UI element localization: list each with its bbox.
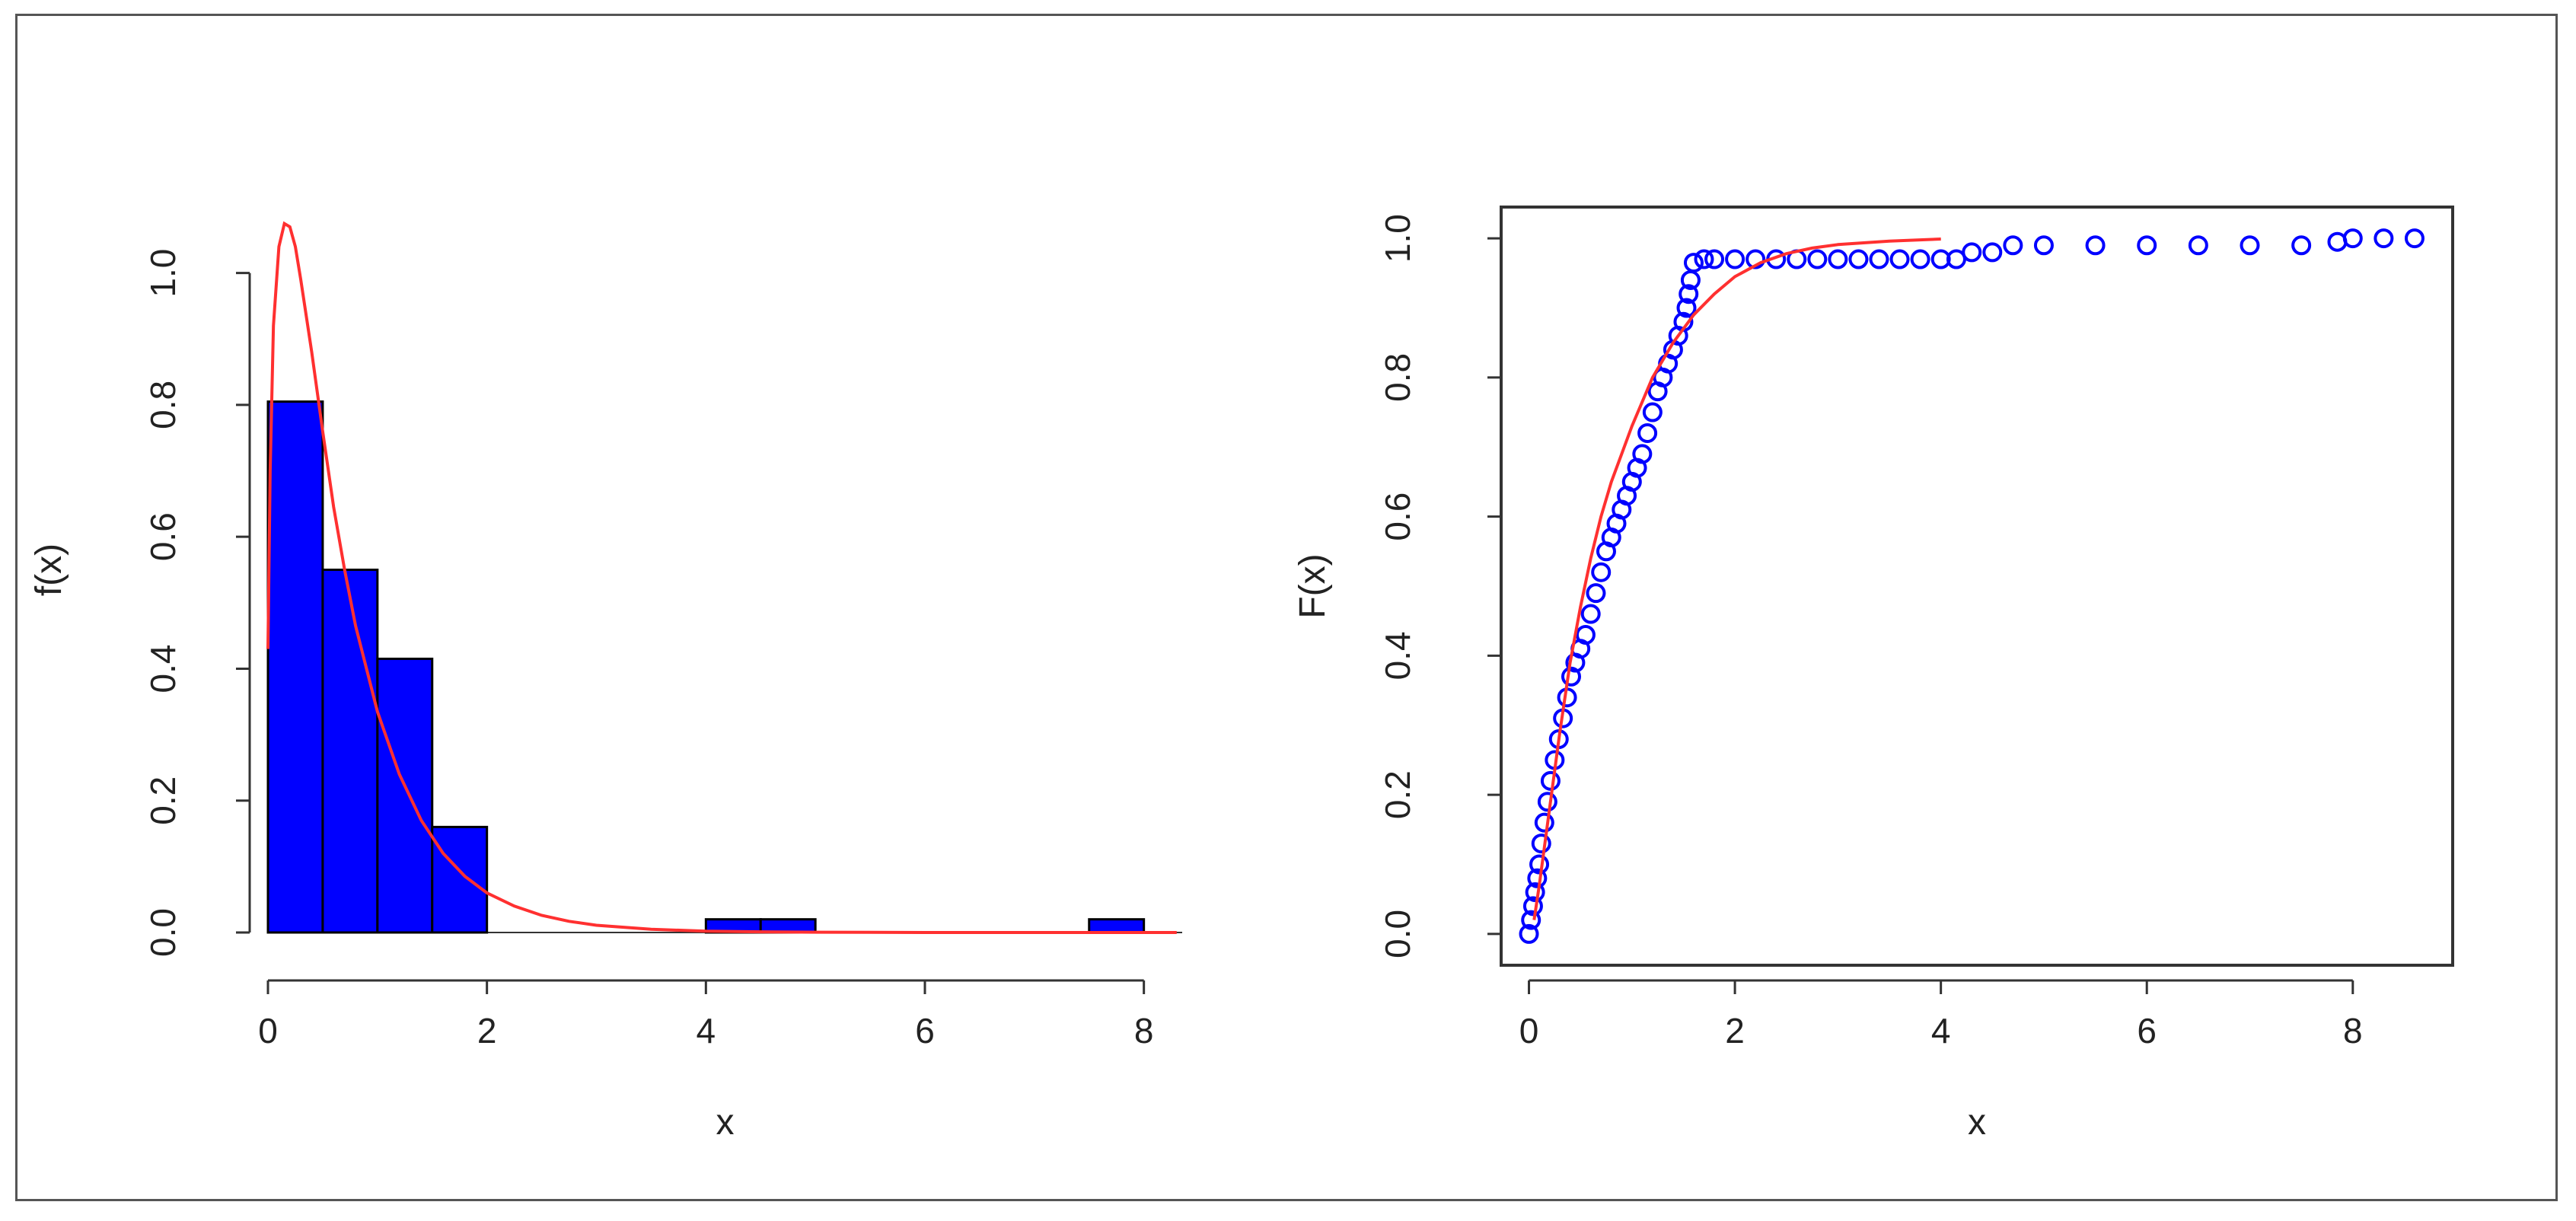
y-tick-label: 0.6 [1378, 493, 1417, 541]
y-tick-label: 0.0 [1378, 910, 1417, 958]
fitted-curve [266, 221, 1177, 934]
x-tick-label: 8 [2343, 1011, 2363, 1050]
histogram-panel: 0 2 4 6 8 0.0 0.2 0.4 0.6 0.8 1.0 x f(x) [29, 221, 1182, 1143]
histogram-bar [376, 657, 434, 934]
ecdf-point [1527, 868, 1548, 888]
ecdf-point [2085, 235, 2106, 256]
ecdf-point [1522, 896, 1543, 917]
ecdf-point [1521, 910, 1541, 930]
x-axis-title: x [716, 1102, 735, 1143]
y-tick-label: 0.8 [1378, 353, 1417, 402]
y-tick-label: 0.6 [143, 512, 183, 561]
x-tick-label: 4 [697, 1011, 716, 1050]
x-tick-label: 2 [477, 1011, 497, 1050]
histogram-bar [266, 400, 324, 934]
ecdf-point [2291, 235, 2312, 256]
ecdf-point [1679, 284, 1699, 304]
ecdf-point [1910, 249, 1930, 269]
ecdf-point [1540, 770, 1561, 791]
histogram-bar [1088, 918, 1146, 934]
ecdf-point [1982, 242, 2003, 263]
ecdf-point [2342, 228, 2363, 249]
x-tick-label: 4 [1931, 1011, 1951, 1050]
y-tick-label: 1.0 [1378, 214, 1417, 263]
fitted-curve [1532, 238, 1941, 920]
ecdf-point [1704, 249, 1725, 269]
x-tick-label: 6 [2137, 1011, 2157, 1050]
ecdf-point [1642, 402, 1663, 422]
x-tick-label: 0 [1519, 1011, 1539, 1050]
y-tick-label: 1.0 [143, 249, 183, 298]
ecdf-point [1807, 249, 1828, 269]
y-tick-label: 0.2 [1378, 770, 1417, 819]
y-tick-label: 0.2 [143, 776, 183, 825]
x-tick-label: 8 [1134, 1011, 1154, 1050]
ecdf-point [1586, 583, 1606, 604]
ecdf-point [2188, 235, 2208, 256]
y-axis-title: F(x) [1293, 553, 1333, 618]
ecdf-point [1632, 444, 1653, 464]
ecdf-point [1694, 249, 1714, 269]
ecdf-point [1534, 812, 1554, 833]
ecdf-point [1848, 249, 1869, 269]
ecdf-point [2374, 228, 2394, 249]
x-tick-label: 0 [258, 1011, 278, 1050]
figure-frame [15, 14, 2558, 1201]
y-tick-label: 0.4 [1378, 631, 1417, 680]
ecdf-point [2404, 228, 2425, 249]
plot-box [1500, 206, 2454, 967]
y-axis-title: f(x) [29, 544, 69, 596]
ecdf-point [1683, 253, 1704, 273]
ecdf-point [1591, 562, 1612, 582]
ecdf-point [1580, 604, 1601, 624]
histogram-bar [321, 569, 379, 934]
ecdf-point [1745, 249, 1766, 269]
ecdf-point [1725, 249, 1745, 269]
y-tick-label: 0.8 [143, 381, 183, 429]
ecdf-point [1889, 249, 1910, 269]
x-tick-label: 2 [1725, 1011, 1745, 1050]
x-axis-title: x [1968, 1102, 1986, 1143]
ecdf-point [1575, 624, 1596, 645]
ecdf-point [1828, 249, 1848, 269]
ecdf-point [2240, 235, 2260, 256]
ecdf-point [1537, 792, 1557, 812]
ecdf-point [2003, 235, 2023, 256]
y-tick-label: 0.4 [143, 644, 183, 693]
ecdf-point [1946, 249, 1966, 269]
ecdf-point [1525, 882, 1545, 903]
ecdf-point [1869, 249, 1889, 269]
ecdf-point [1962, 242, 1982, 263]
ecdf-point [2033, 235, 2054, 256]
histogram-bar [431, 825, 489, 934]
ecdf-point [1529, 854, 1550, 875]
ecdf-point [1676, 298, 1697, 318]
ecdf-point [1519, 923, 1539, 944]
y-tick-label: 0.0 [143, 908, 183, 957]
ecdf-point [2137, 235, 2157, 256]
x-tick-label: 6 [915, 1011, 935, 1050]
ecdf-point [1637, 422, 1658, 443]
cdf-panel: 0 2 4 6 8 0.0 0.2 0.4 0.6 0.8 1.0 x F(x) [1293, 206, 2454, 1143]
ecdf-point [1531, 834, 1551, 854]
